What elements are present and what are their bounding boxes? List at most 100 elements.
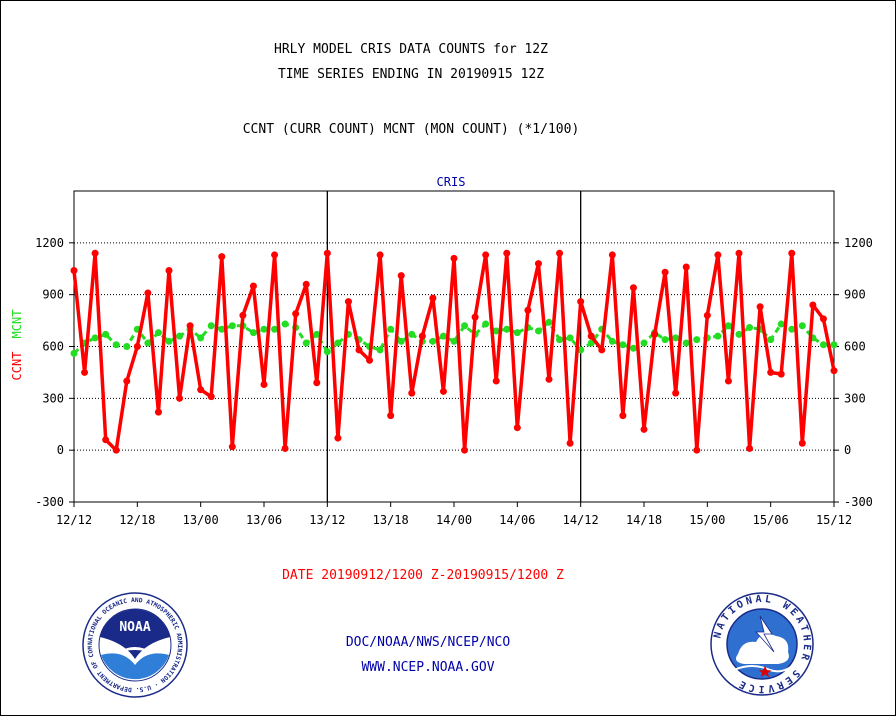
y-tick-label-right: 600	[844, 340, 866, 354]
data-point-mcnt	[503, 325, 511, 333]
data-point-ccnt	[197, 386, 205, 394]
data-point-ccnt	[439, 387, 447, 395]
x-axis-label: DATE 20190912/1200 Z-20190915/1200 Z	[282, 568, 564, 583]
noaa-wordmark: NOAA	[119, 620, 150, 635]
data-point-mcnt	[788, 325, 796, 333]
data-point-mcnt	[397, 337, 405, 345]
data-point-ccnt	[661, 268, 669, 276]
x-tick-label: 14/12	[563, 513, 599, 527]
x-tick-label: 14/06	[499, 513, 535, 527]
data-point-ccnt	[651, 330, 659, 338]
x-tick-label: 13/06	[246, 513, 282, 527]
data-point-ccnt	[461, 446, 469, 454]
data-point-ccnt	[323, 249, 331, 257]
data-point-ccnt	[387, 412, 395, 420]
data-point-ccnt	[746, 444, 754, 452]
chart-title: HRLY MODEL CRIS DATA COUNTS for 12Z	[274, 42, 548, 57]
y-tick-label-right: 0	[844, 443, 851, 457]
data-point-mcnt	[271, 325, 279, 333]
data-point-ccnt	[70, 266, 78, 274]
data-point-mcnt	[661, 336, 669, 344]
y-tick-label-left: 300	[42, 391, 64, 405]
x-tick-label: 15/06	[753, 513, 789, 527]
data-point-ccnt	[503, 249, 511, 257]
data-point-mcnt	[102, 330, 110, 338]
data-point-mcnt	[176, 332, 184, 340]
data-point-ccnt	[186, 322, 194, 330]
x-ticks: 12/12 12/18 13/00 13/06 13/12 13/18 14/00 14/06…	[56, 502, 852, 527]
gridlines	[74, 191, 834, 502]
data-point-mcnt	[682, 339, 690, 347]
data-point-ccnt	[788, 249, 796, 257]
data-point-mcnt	[672, 334, 680, 342]
data-point-ccnt	[218, 253, 226, 261]
data-point-ccnt	[112, 446, 120, 454]
data-point-mcnt	[70, 349, 78, 357]
data-point-ccnt	[176, 394, 184, 402]
y-axis-labels: CCNT MCNT	[10, 310, 24, 381]
data-point-ccnt	[756, 303, 764, 311]
data-point-mcnt	[640, 339, 648, 347]
data-point-ccnt	[81, 368, 89, 376]
data-point-ccnt	[154, 408, 162, 416]
data-point-mcnt	[492, 327, 500, 335]
nws-logo: NATIONAL WEATHER SERVICE	[710, 592, 814, 696]
y-tick-label-left: 1200	[35, 236, 64, 250]
data-point-mcnt	[566, 334, 574, 342]
data-point-mcnt	[461, 322, 469, 330]
x-tick-label: 12/18	[119, 513, 155, 527]
data-point-mcnt	[629, 344, 637, 352]
y-tick-label-left: 900	[42, 288, 64, 302]
data-point-ccnt	[260, 381, 268, 389]
data-point-ccnt	[798, 439, 806, 447]
data-point-ccnt	[598, 346, 606, 354]
data-point-ccnt	[313, 379, 321, 387]
data-point-ccnt	[133, 343, 141, 350]
data-point-ccnt	[513, 424, 521, 432]
data-point-mcnt	[260, 325, 268, 333]
data-point-ccnt	[165, 266, 173, 274]
data-point-mcnt	[819, 341, 827, 349]
x-tick-label: 13/18	[373, 513, 409, 527]
data-point-ccnt	[587, 332, 595, 340]
chart-subtitle: TIME SERIES ENDING IN 20190915 12Z	[278, 67, 544, 82]
data-point-mcnt	[724, 322, 732, 330]
data-point-ccnt	[608, 251, 616, 259]
data-point-mcnt	[387, 325, 395, 333]
y-tick-label-left: -300	[35, 495, 64, 509]
data-point-ccnt	[534, 260, 542, 268]
data-point-ccnt	[366, 356, 374, 364]
y-tick-label-right: 1200	[844, 236, 873, 250]
footer-url: WWW.NCEP.NOAA.GOV	[361, 660, 494, 675]
data-point-ccnt	[123, 377, 131, 385]
data-point-ccnt	[334, 434, 342, 442]
data-point-ccnt	[524, 306, 532, 314]
data-point-ccnt	[492, 377, 500, 385]
data-point-mcnt	[228, 322, 236, 330]
data-point-mcnt	[302, 339, 310, 347]
data-point-ccnt	[102, 436, 110, 444]
data-point-ccnt	[429, 294, 437, 302]
data-point-ccnt	[682, 263, 690, 271]
data-point-ccnt	[703, 311, 711, 319]
data-point-mcnt	[123, 343, 131, 350]
data-point-mcnt	[376, 346, 384, 354]
data-point-mcnt	[429, 337, 437, 345]
data-point-mcnt	[534, 327, 542, 335]
data-point-mcnt	[777, 320, 785, 328]
noaa-logo: NATIONAL OCEANIC AND ATMOSPHERIC ADMINIS…	[82, 592, 188, 698]
y-label-ccnt: CCNT	[10, 352, 24, 381]
data-point-mcnt	[218, 325, 226, 333]
data-point-ccnt	[207, 393, 215, 401]
data-point-ccnt	[228, 443, 236, 451]
y-tick-label-right: 300	[844, 391, 866, 405]
data-point-mcnt	[513, 329, 521, 337]
data-point-mcnt	[313, 330, 321, 338]
data-point-mcnt	[735, 330, 743, 338]
data-point-mcnt	[334, 339, 342, 347]
y-label-mcnt: MCNT	[10, 310, 24, 339]
data-point-ccnt	[418, 332, 426, 340]
data-point-ccnt	[566, 439, 574, 447]
